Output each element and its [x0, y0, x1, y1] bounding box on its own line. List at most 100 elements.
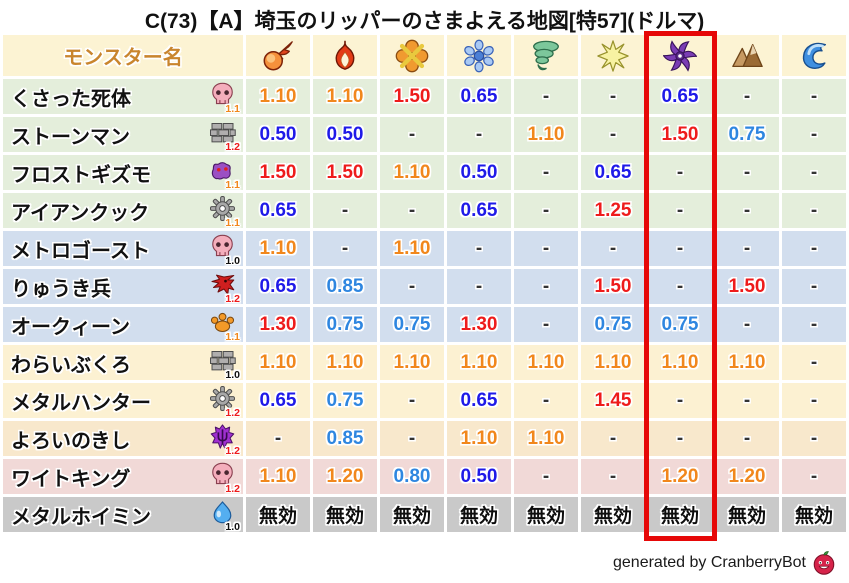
- multiplier-value: -: [542, 161, 550, 183]
- multiplier-cell: 1.10: [246, 79, 310, 114]
- monster-name-cell: ストーンマン 1.2: [3, 117, 243, 152]
- multiplier-value: 0.80: [393, 465, 431, 487]
- multiplier-value: 無効: [526, 506, 565, 527]
- multiplier-value: 1.10: [393, 351, 431, 373]
- multiplier-value: -: [810, 351, 818, 373]
- multiplier-cell: -: [581, 459, 645, 494]
- level-badge: 1.1: [225, 331, 240, 342]
- dark-pinwheel-icon: [648, 35, 712, 76]
- monster-name-header: モンスター名: [3, 35, 243, 76]
- multiplier-cell: 無効: [313, 497, 377, 532]
- multiplier-cell: -: [782, 383, 846, 418]
- multiplier-value: 1.50: [393, 85, 431, 107]
- cranberry-icon: [811, 550, 837, 576]
- multiplier-cell: 1.50: [313, 155, 377, 190]
- multiplier-cell: 無効: [514, 497, 578, 532]
- multiplier-value: -: [743, 313, 751, 335]
- multiplier-value: 1.10: [326, 85, 364, 107]
- multiplier-value: -: [676, 427, 684, 449]
- multiplier-cell: 1.20: [313, 459, 377, 494]
- multiplier-cell: 1.10: [313, 345, 377, 380]
- multiplier-cell: -: [514, 459, 578, 494]
- multiplier-cell: -: [782, 421, 846, 456]
- multiplier-cell: 1.20: [715, 459, 779, 494]
- multiplier-value: -: [743, 237, 751, 259]
- multiplier-cell: 1.50: [581, 269, 645, 304]
- multiplier-value: 1.50: [728, 275, 766, 297]
- multiplier-value: -: [475, 275, 483, 297]
- level-badge: 1.2: [225, 483, 240, 494]
- table-row: りゅうき兵 1.2 0.65 0.85 - - - 1.50 - 1.50 -: [3, 269, 846, 304]
- skull-icon: [209, 233, 236, 260]
- multiplier-value: -: [676, 237, 684, 259]
- multiplier-cell: -: [514, 269, 578, 304]
- multiplier-value: -: [542, 199, 550, 221]
- multiplier-cell: 1.50: [648, 117, 712, 152]
- multiplier-value: 0.75: [326, 389, 364, 411]
- multiplier-cell: 0.65: [447, 383, 511, 418]
- multiplier-cell: -: [782, 459, 846, 494]
- page-title: C(73)【A】埼玉のリッパーのさまよえる地図[特57](ドルマ): [144, 10, 705, 33]
- multiplier-cell: 0.65: [246, 269, 310, 304]
- table-row: フロストギズモ 1.1 1.50 1.50 1.10 0.50 - 0.65 - - -: [3, 155, 846, 190]
- multiplier-cell: -: [715, 307, 779, 342]
- multiplier-cell: 1.30: [246, 307, 310, 342]
- table-row: メトロゴースト 1.0 1.10 - 1.10 - - - - - -: [3, 231, 846, 266]
- multiplier-cell: -: [447, 269, 511, 304]
- level-badge: 1.1: [225, 217, 240, 228]
- multiplier-value: 0.85: [326, 275, 364, 297]
- multiplier-cell: 0.50: [313, 117, 377, 152]
- multiplier-cell: -: [648, 155, 712, 190]
- table-row: メタルホイミン 1.0 無効 無効 無効 無効 無効 無効 無効 無効 無効: [3, 497, 846, 532]
- multiplier-cell: 無効: [715, 497, 779, 532]
- multiplier-value: -: [408, 123, 416, 145]
- gizmo-icon: [209, 157, 236, 184]
- multiplier-value: -: [609, 123, 617, 145]
- multiplier-cell: 1.50: [380, 79, 444, 114]
- multiplier-cell: -: [782, 345, 846, 380]
- multiplier-cell: 1.10: [380, 231, 444, 266]
- multiplier-cell: -: [782, 117, 846, 152]
- multiplier-cell: 無効: [380, 497, 444, 532]
- monster-name-cell: わらいぶくろ 1.0: [3, 345, 243, 380]
- multiplier-cell: -: [380, 269, 444, 304]
- header-row: モンスター名: [3, 35, 846, 76]
- multiplier-cell: -: [782, 231, 846, 266]
- table-row: オークィーン 1.1 1.30 0.75 0.75 1.30 - 0.75 0.75 - -: [3, 307, 846, 342]
- skull-icon: [209, 81, 236, 108]
- multiplier-cell: 無効: [447, 497, 511, 532]
- multiplier-value: -: [810, 161, 818, 183]
- monster-name: フロストギズモ: [11, 164, 151, 186]
- multiplier-value: 0.65: [460, 389, 498, 411]
- multiplier-cell: -: [581, 117, 645, 152]
- level-badge: 1.2: [225, 445, 240, 456]
- multiplier-cell: 1.30: [447, 307, 511, 342]
- level-badge: 1.0: [225, 521, 240, 532]
- multiplier-cell: 0.65: [447, 193, 511, 228]
- multiplier-value: -: [676, 199, 684, 221]
- multiplier-value: 1.30: [259, 313, 297, 335]
- multiplier-value: -: [408, 389, 416, 411]
- multiplier-cell: 1.10: [581, 345, 645, 380]
- multiplier-value: -: [542, 389, 550, 411]
- multiplier-value: -: [408, 427, 416, 449]
- multiplier-cell: 1.50: [246, 155, 310, 190]
- level-badge: 1.0: [225, 255, 240, 266]
- multiplier-value: -: [341, 199, 349, 221]
- multiplier-value: 無効: [593, 506, 632, 527]
- multiplier-value: -: [810, 85, 818, 107]
- multiplier-value: 0.65: [594, 161, 632, 183]
- multiplier-cell: -: [782, 193, 846, 228]
- multiplier-value: 1.50: [661, 123, 699, 145]
- multiplier-cell: -: [514, 155, 578, 190]
- gear-icon: [209, 385, 236, 412]
- multiplier-cell: 1.10: [246, 231, 310, 266]
- multiplier-cell: 0.65: [447, 79, 511, 114]
- multiplier-value: 1.25: [594, 199, 632, 221]
- multiplier-cell: -: [648, 193, 712, 228]
- multiplier-value: 1.10: [527, 351, 565, 373]
- multiplier-cell: -: [581, 79, 645, 114]
- monster-name-cell: アイアンクック 1.1: [3, 193, 243, 228]
- multiplier-value: -: [542, 275, 550, 297]
- multiplier-cell: -: [380, 383, 444, 418]
